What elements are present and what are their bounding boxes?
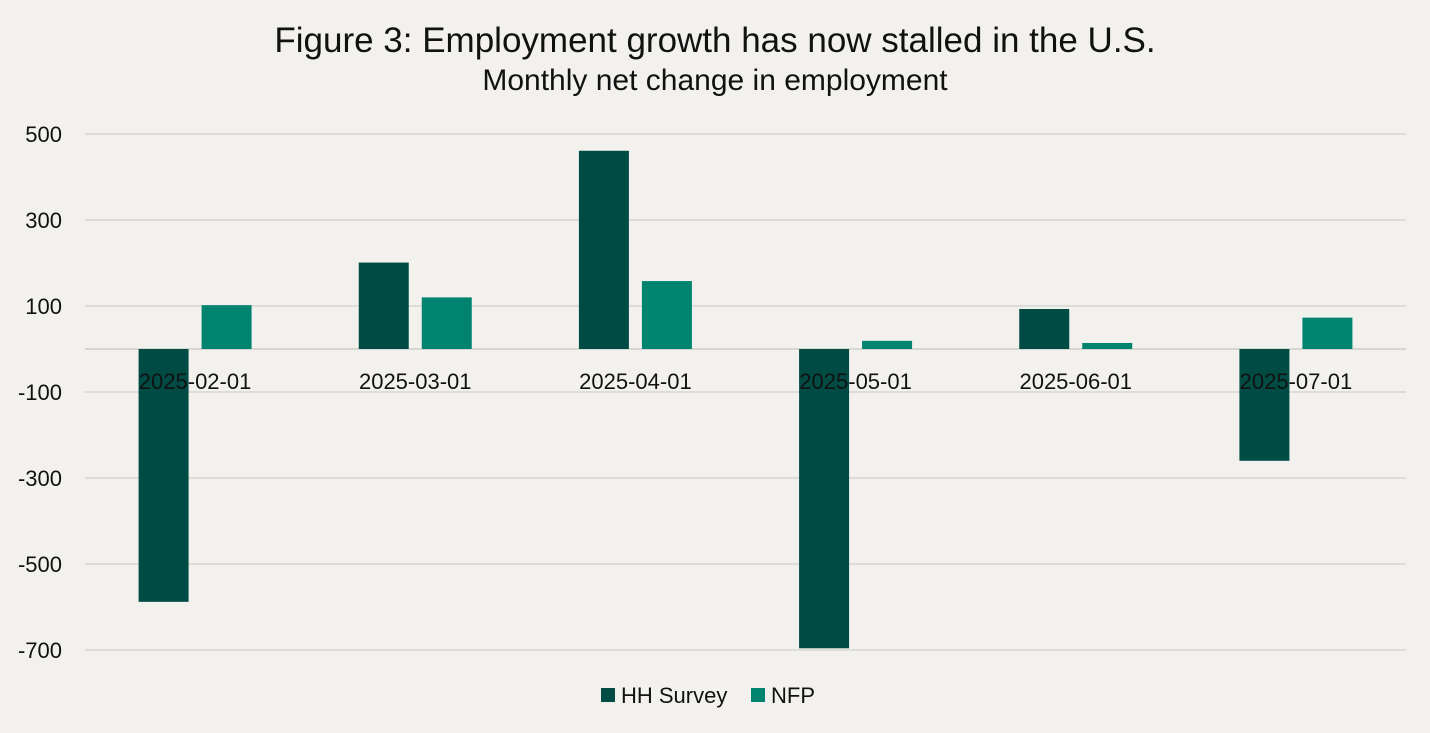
y-tick-label: -300 <box>18 466 62 491</box>
legend-swatch-hh-survey <box>601 688 615 702</box>
chart-title: Figure 3: Employment growth has now stal… <box>274 21 1156 60</box>
x-category-label: 2025-06-01 <box>1019 369 1132 394</box>
x-category-label: 2025-07-01 <box>1240 369 1353 394</box>
bar-hh-survey-2025-02-01 <box>138 349 189 602</box>
bar-nfp-2025-07-01 <box>1302 317 1353 349</box>
chart-subtitle: Monthly net change in employment <box>482 64 948 97</box>
bar-nfp-2025-05-01 <box>862 340 913 349</box>
y-tick-label: -500 <box>18 552 62 577</box>
y-tick-label: -700 <box>18 638 62 663</box>
bar-hh-survey-2025-05-01 <box>799 349 850 649</box>
y-tick-label: -100 <box>18 380 62 405</box>
x-category-label: 2025-04-01 <box>579 369 692 394</box>
bar-nfp-2025-04-01 <box>641 281 692 349</box>
bar-nfp-2025-06-01 <box>1082 342 1133 349</box>
x-category-label: 2025-02-01 <box>139 369 252 394</box>
bar-hh-survey-2025-06-01 <box>1019 309 1070 349</box>
grid-layer <box>85 133 1406 651</box>
x-category-label: 2025-03-01 <box>359 369 472 394</box>
bar-nfp-2025-02-01 <box>201 305 252 349</box>
label-layer: 500 300 100 -100 -300 -500 -700 2025-02-01 2025-… <box>18 122 1352 663</box>
y-tick-label: 300 <box>25 208 62 233</box>
bar-hh-survey-2025-03-01 <box>358 262 409 349</box>
y-tick-label: 500 <box>25 122 62 147</box>
legend-swatch-nfp <box>751 688 765 702</box>
bar-nfp-2025-03-01 <box>421 297 472 349</box>
legend: HH Survey NFP <box>601 683 815 708</box>
bar-hh-survey-2025-07-01 <box>1239 349 1290 461</box>
legend-label-hh-survey: HH Survey <box>621 683 727 708</box>
bar-layer <box>138 150 1353 649</box>
x-category-label: 2025-05-01 <box>799 369 912 394</box>
legend-label-nfp: NFP <box>771 683 815 708</box>
y-tick-label: 100 <box>25 294 62 319</box>
bar-hh-survey-2025-04-01 <box>578 150 629 349</box>
